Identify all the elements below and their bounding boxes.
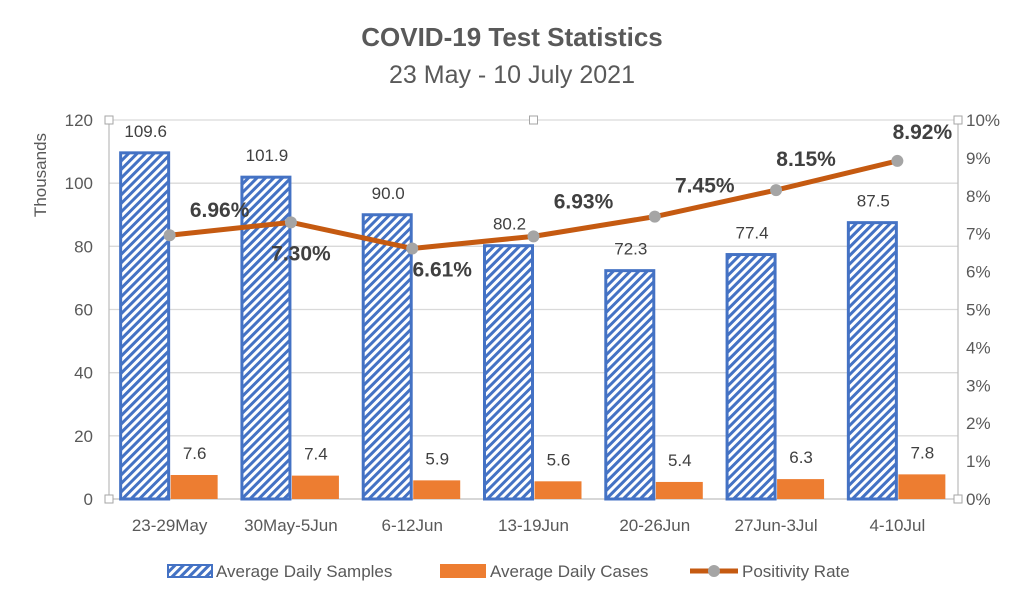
cases-data-label: 5.4 [668, 451, 692, 470]
legend-samples-label: Average Daily Samples [216, 562, 392, 581]
x-tick-label: 4-10Jul [869, 516, 925, 535]
y-tick-label: 20 [74, 427, 93, 446]
selection-handle [104, 115, 114, 125]
samples-bar [604, 269, 656, 501]
y2-tick-label: 7% [966, 225, 991, 244]
samples-data-label: 90.0 [372, 184, 405, 203]
x-tick-label: 6-12Jun [381, 516, 442, 535]
positivity-data-label: 7.45% [675, 175, 735, 198]
chart-title: COVID-19 Test Statistics [361, 22, 663, 52]
x-tick-label: 27Jun-3Jul [734, 516, 817, 535]
y-tick-label: 60 [74, 301, 93, 320]
samples-data-label: 80.2 [493, 215, 526, 234]
selection-handle [104, 494, 114, 504]
positivity-marker [770, 184, 783, 197]
x-tick-label: 30May-5Jun [244, 516, 338, 535]
y2-tick-label: 10% [966, 111, 1000, 130]
positivity-marker [891, 154, 904, 167]
y2-tick-label: 3% [966, 376, 991, 395]
samples-bar [846, 221, 898, 501]
x-tick-label: 20-26Jun [619, 516, 690, 535]
cases-bar [898, 474, 946, 499]
positivity-data-label: 8.92% [893, 121, 953, 144]
samples-data-label: 77.4 [736, 224, 769, 243]
y2-tick-label: 0% [966, 490, 991, 509]
samples-data-label: 72.3 [614, 240, 647, 259]
positivity-data-label: 8.15% [776, 148, 836, 171]
legend-positivity-marker [708, 565, 720, 577]
y2-tick-label: 9% [966, 149, 991, 168]
legend-samples-swatch [167, 564, 213, 578]
y-tick-label: 100 [65, 174, 93, 193]
y2-tick-label: 4% [966, 338, 991, 357]
cases-data-label: 7.6 [183, 444, 207, 463]
cases-data-label: 7.4 [304, 445, 328, 464]
cases-bar [170, 474, 218, 499]
positivity-data-label: 7.30% [271, 242, 331, 265]
cases-data-label: 6.3 [789, 448, 813, 467]
samples-data-label: 109.6 [124, 122, 167, 141]
y2-tick-label: 1% [966, 452, 991, 471]
cases-data-label: 7.8 [911, 443, 935, 462]
cases-data-label: 5.9 [425, 449, 449, 468]
samples-bar [725, 253, 777, 501]
cases-data-label: 5.6 [547, 450, 571, 469]
selection-handle [953, 494, 963, 504]
cases-bar [291, 475, 339, 499]
x-tick-label: 13-19Jun [498, 516, 569, 535]
positivity-marker [648, 210, 661, 223]
samples-bar [240, 175, 292, 501]
selection-handle [953, 115, 963, 125]
cases-bar [777, 479, 825, 499]
cases-bar [534, 481, 582, 499]
y2-tick-label: 2% [966, 414, 991, 433]
positivity-marker [527, 230, 540, 243]
positivity-marker [284, 216, 297, 229]
positivity-data-label: 6.93% [554, 190, 614, 213]
cases-bar [413, 480, 461, 499]
y2-tick-label: 8% [966, 187, 991, 206]
selection-handle [529, 115, 538, 125]
y2-tick-label: 6% [966, 263, 991, 282]
x-tick-label: 23-29May [132, 516, 208, 535]
positivity-data-label: 6.61% [412, 258, 472, 281]
positivity-data-label: 6.96% [190, 199, 250, 222]
samples-data-label: 87.5 [857, 192, 890, 211]
samples-bar [483, 244, 534, 501]
samples-bar [361, 213, 413, 501]
legend-cases-label: Average Daily Cases [490, 562, 648, 581]
y-axis-label: Thousands [31, 133, 50, 217]
y-tick-label: 40 [74, 364, 93, 383]
positivity-marker [406, 242, 419, 255]
samples-bar [119, 151, 171, 501]
chart-subtitle: 23 May - 10 July 2021 [389, 61, 635, 89]
legend-cases-swatch [440, 564, 486, 578]
y-tick-label: 80 [74, 237, 93, 256]
positivity-marker [163, 229, 176, 242]
y-tick-label: 120 [65, 111, 93, 130]
legend-positivity-label: Positivity Rate [742, 562, 850, 581]
y2-tick-label: 5% [966, 301, 991, 320]
cases-bar [655, 481, 703, 499]
samples-data-label: 101.9 [246, 146, 289, 165]
y-tick-label: 0 [84, 490, 93, 509]
